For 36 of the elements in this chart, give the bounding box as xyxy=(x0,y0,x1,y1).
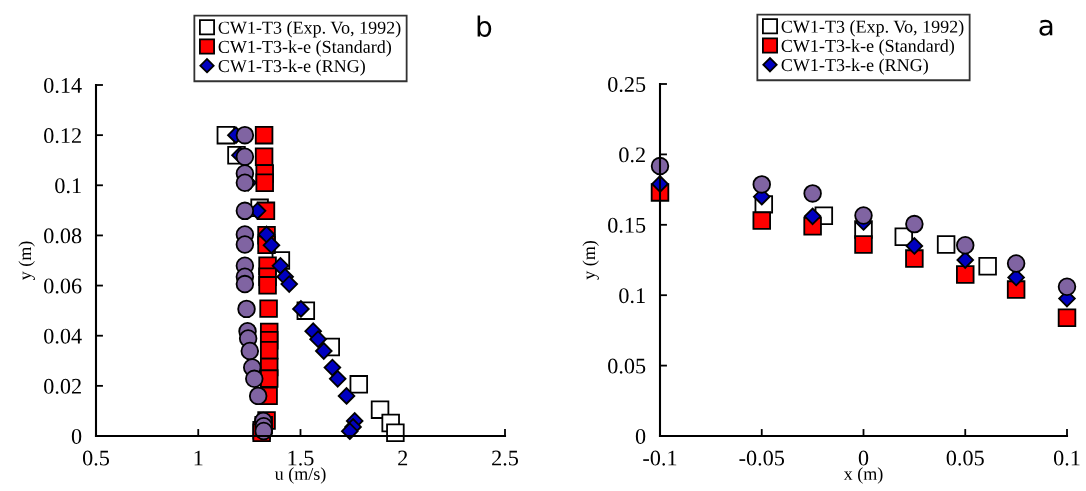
x-tick-label: -0.1 xyxy=(643,450,677,466)
x-axis-title: u (m/s) xyxy=(274,467,326,484)
y-tick-label: 0.1 xyxy=(619,288,645,304)
y-axis-title: y (m) xyxy=(582,240,599,280)
y-tick-label: 0.12 xyxy=(44,128,81,144)
x-tick-label: 1 xyxy=(194,450,203,466)
x-tick-label: 0.05 xyxy=(946,450,984,466)
legend-label: CW1-T3 (Exp. Vo, 1992) xyxy=(781,20,964,37)
legend-label: CW1-T3-k-e (Standard) xyxy=(781,39,955,56)
y-tick-label: 0.1 xyxy=(55,178,81,194)
x-axis-title: x (m) xyxy=(843,467,883,484)
x-tick-label: -0.05 xyxy=(739,450,785,466)
legend-label: CW1-T3 (Exp. Vo, 1992) xyxy=(218,21,401,38)
x-tick-label: 0.1 xyxy=(1053,450,1080,466)
legend-label: CW1-T3-k-e (Standard) xyxy=(218,40,392,57)
y-tick-label: 0.14 xyxy=(44,77,82,94)
y-tick-label: 0.06 xyxy=(44,278,82,294)
y-tick-label: 0.25 xyxy=(608,76,646,93)
y-tick-label: 0.15 xyxy=(608,217,646,233)
text: b xyxy=(477,15,492,37)
x-tick-label: 2 xyxy=(398,450,408,466)
y-tick-label: 0.05 xyxy=(608,358,646,374)
y-tick-label: 0.02 xyxy=(44,378,81,394)
y-tick-label: 0.04 xyxy=(44,328,82,344)
y-tick-label: 0.2 xyxy=(619,147,645,163)
y-axis-title: y (m) xyxy=(18,241,35,281)
y-tick-label: 0 xyxy=(71,428,82,444)
y-tick-label: 0.08 xyxy=(44,228,82,244)
x-tick-label: 2.5 xyxy=(492,450,519,466)
legend-label: CW1-T3-k-e (RNG) xyxy=(218,59,365,76)
x-tick-label: 1.5 xyxy=(288,450,314,466)
legend-label: CW1-T3-k-e (RNG) xyxy=(781,58,928,75)
text: a xyxy=(1039,19,1053,36)
y-tick-label: 0 xyxy=(635,428,646,444)
x-tick-label: 0 xyxy=(858,450,869,466)
x-tick-label: 0.5 xyxy=(82,450,110,466)
